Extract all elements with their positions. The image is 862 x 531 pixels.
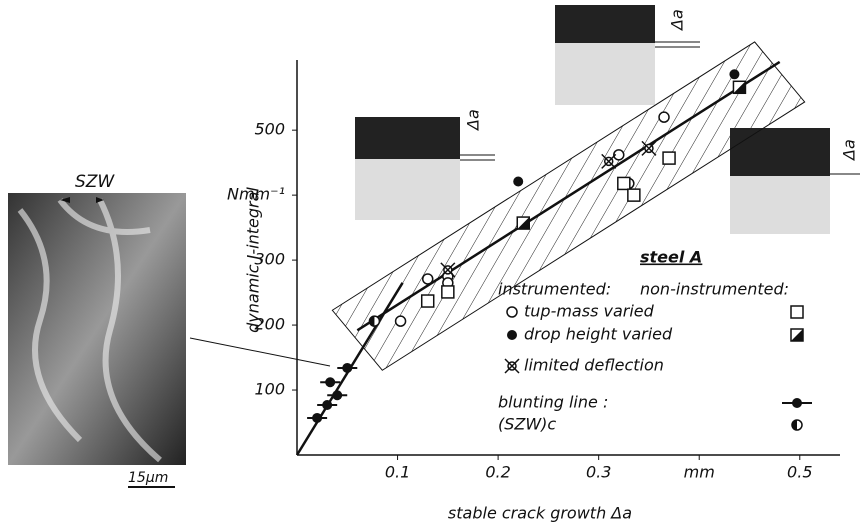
marker xyxy=(322,399,333,410)
marker xyxy=(368,315,381,327)
x-tick-label: 0.1 xyxy=(385,463,410,482)
legend-label: (SZW)c xyxy=(498,415,556,434)
marker xyxy=(790,305,804,319)
marker xyxy=(441,285,455,299)
marker xyxy=(506,306,518,318)
marker xyxy=(516,216,530,230)
y-tick-label: 200 xyxy=(254,315,285,334)
pointer-line xyxy=(189,337,331,367)
x-tick-label: 0.5 xyxy=(787,463,812,482)
inset: Δa xyxy=(355,109,495,220)
marker xyxy=(662,151,676,165)
marker xyxy=(792,398,802,408)
legend-group: instrumented: xyxy=(498,280,611,299)
marker xyxy=(312,412,323,423)
legend-title: steel A xyxy=(640,248,702,267)
marker xyxy=(504,358,520,374)
x-tick-label: mm xyxy=(684,463,715,482)
y-tick-label: 300 xyxy=(254,250,285,269)
legend-label: tup-mass varied xyxy=(524,302,655,321)
szw-label: SZW xyxy=(75,172,115,192)
inset: Δa xyxy=(730,128,860,234)
marker xyxy=(732,80,747,95)
marker xyxy=(658,111,670,123)
marker xyxy=(627,188,641,202)
y-axis-title: dynamic J-integral xyxy=(244,187,263,333)
legend-group: non-instrumented: xyxy=(640,280,789,299)
fit-line xyxy=(356,60,781,332)
marker xyxy=(507,330,517,340)
inset-label: Δa xyxy=(668,9,687,32)
x-axis-title: stable crack growth Δa xyxy=(448,504,632,523)
inset-label: Δa xyxy=(840,139,859,162)
y-tick-label: 500 xyxy=(254,120,285,139)
marker xyxy=(325,377,336,388)
szw-arrows xyxy=(60,197,104,203)
marker xyxy=(332,390,343,401)
micrograph-texture xyxy=(17,198,162,463)
marker xyxy=(729,69,740,80)
x-tick-label: 0.2 xyxy=(485,463,510,482)
legend-label: drop height varied xyxy=(524,325,673,344)
y-tick-label: Nmm⁻¹ xyxy=(227,185,285,204)
marker xyxy=(617,176,631,191)
legend-label: limited deflection xyxy=(524,356,664,375)
marker xyxy=(394,315,407,327)
marker xyxy=(641,140,657,156)
legend-label: blunting line : xyxy=(498,393,608,412)
inset: Δa xyxy=(555,5,700,105)
y-tick-label: 100 xyxy=(254,380,285,399)
inset-label: Δa xyxy=(464,109,483,132)
marker xyxy=(601,153,617,169)
marker xyxy=(791,419,803,431)
marker xyxy=(440,262,456,278)
x-tick-label: 0.3 xyxy=(586,463,611,482)
marker xyxy=(420,294,435,308)
marker xyxy=(513,176,524,187)
scale-label: 15μm xyxy=(128,470,168,486)
marker xyxy=(421,273,434,285)
marker xyxy=(790,328,804,342)
marker xyxy=(613,149,625,161)
marker xyxy=(342,362,353,373)
